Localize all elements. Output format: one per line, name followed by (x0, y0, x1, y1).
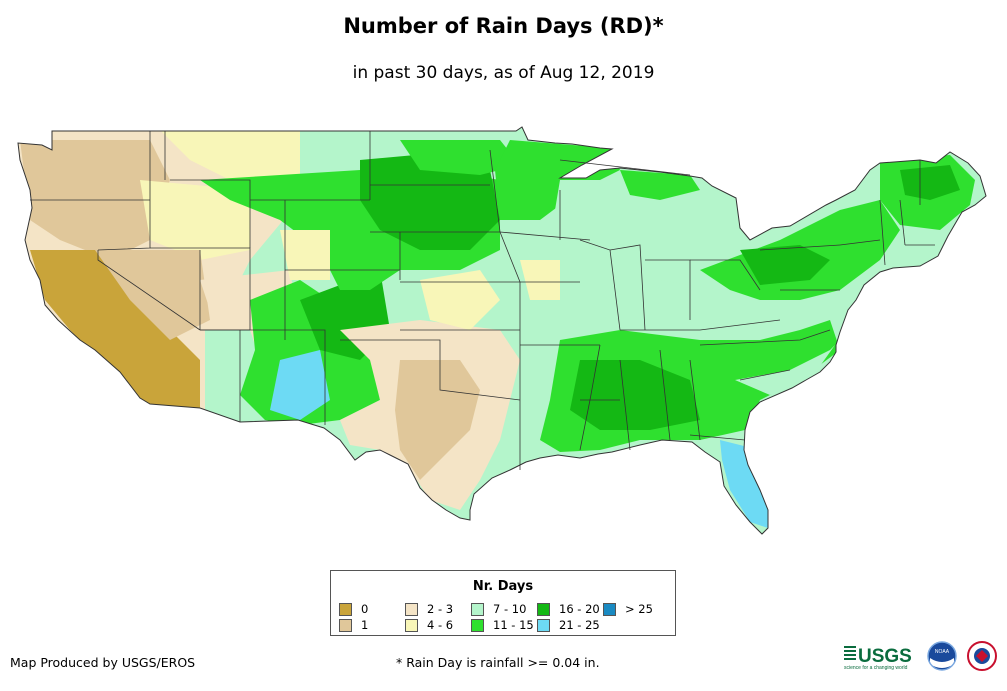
state-boundaries (30, 131, 935, 470)
legend-label: 7 - 10 (493, 602, 527, 616)
map-title: Number of Rain Days (RD)* (343, 14, 664, 38)
legend-item: 4 - 6 (405, 617, 471, 633)
legend-item: 11 - 15 (471, 617, 537, 633)
legend-swatch (471, 602, 484, 616)
legend-label: 16 - 20 (559, 602, 600, 616)
legend-swatch (405, 602, 418, 616)
weather-service-logo (967, 641, 997, 671)
legend-swatch (603, 602, 616, 616)
legend-swatch (471, 618, 484, 632)
legend-item: 1 (339, 617, 405, 633)
usgs-logo: USGS science for a changing world (844, 646, 912, 671)
legend-label: 1 (361, 618, 369, 632)
legend: Nr. Days 0 1 2 - 3 4 - 6 7 - 10 11 - 15 16 - 2… (330, 570, 676, 636)
legend-swatch (339, 618, 352, 632)
legend-item: 2 - 3 (405, 601, 471, 617)
noaa-logo-text: NOAA (935, 649, 950, 655)
usgs-logo-text: USGS (858, 646, 912, 667)
legend-item: 16 - 20 (537, 601, 603, 617)
map-subtitle: in past 30 days, as of Aug 12, 2019 (352, 63, 655, 83)
legend-title: Nr. Days (472, 579, 534, 594)
legend-item: > 25 (603, 601, 669, 617)
producer-credit: Map Produced by USGS/EROS (10, 655, 196, 670)
legend-items: 0 1 2 - 3 4 - 6 7 - 10 11 - 15 16 - 20 21 - 25 >… (339, 601, 669, 633)
legend-item: 0 (339, 601, 405, 617)
legend-label: 0 (361, 602, 369, 616)
precipitation-fill (17, 126, 987, 535)
legend-item: 7 - 10 (471, 601, 537, 617)
legend-label: 2 - 3 (427, 602, 454, 616)
legend-label: 11 - 15 (493, 618, 534, 632)
rain-day-footnote: * Rain Day is rainfall >= 0.04 in. (396, 655, 600, 670)
noaa-logo: NOAA (927, 641, 957, 671)
legend-item: 21 - 25 (537, 617, 603, 633)
legend-swatch (339, 602, 352, 616)
legend-swatch (537, 602, 550, 616)
legend-label: > 25 (625, 602, 653, 616)
legend-label: 21 - 25 (559, 618, 600, 632)
usgs-logo-tagline: science for a changing world (844, 665, 908, 671)
legend-swatch (405, 618, 418, 632)
legend-swatch (537, 618, 550, 632)
legend-label: 4 - 6 (427, 618, 454, 632)
agency-logos: USGS science for a changing world NOAA (844, 641, 997, 671)
